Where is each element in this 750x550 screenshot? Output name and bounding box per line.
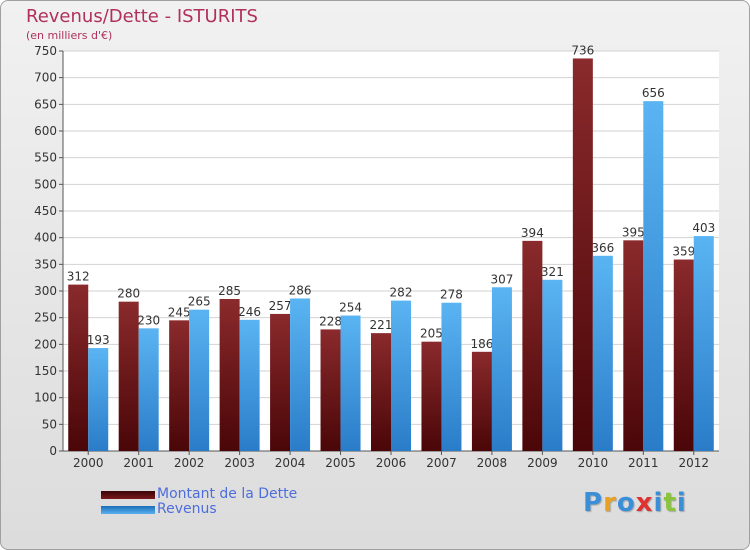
x-tick-label: 2004 (275, 456, 306, 470)
legend-swatch-revenus (101, 506, 155, 514)
bar-revenus (189, 309, 210, 451)
chart-title: Revenus/Dette - ISTURITS (26, 6, 258, 27)
data-label-dette: 736 (571, 43, 594, 57)
data-label-dette: 257 (269, 299, 292, 313)
bar-dette (522, 240, 543, 451)
y-tick-label: 600 (34, 124, 57, 138)
logo-letter: P (583, 488, 604, 518)
x-tick-label: 2000 (73, 456, 104, 470)
x-tick-label: 2012 (678, 456, 709, 470)
y-tick-label: 150 (34, 364, 57, 378)
y-tick-label: 250 (34, 311, 57, 325)
x-tick-label: 2001 (123, 456, 154, 470)
bar-revenus (491, 287, 512, 451)
bar-dette (118, 301, 139, 451)
y-tick-label: 400 (34, 231, 57, 245)
y-tick-label: 450 (34, 204, 57, 218)
bar-dette (320, 329, 341, 451)
y-tick-label: 650 (34, 97, 57, 111)
y-tick-label: 700 (34, 71, 57, 85)
logo-letter: i (653, 488, 664, 518)
bar-revenus (542, 279, 563, 451)
data-label-dette: 205 (420, 327, 443, 341)
y-tick-label: 500 (34, 177, 57, 191)
data-label-revenus: 307 (490, 272, 513, 286)
y-tick-label: 300 (34, 284, 57, 298)
data-label-revenus: 193 (87, 333, 110, 347)
data-label-dette: 312 (67, 270, 90, 284)
data-label-revenus: 366 (591, 241, 614, 255)
data-label-dette: 228 (319, 314, 342, 328)
bar-dette (572, 58, 593, 451)
x-tick-label: 2008 (477, 456, 508, 470)
legend-label-dette: Montant de la Dette (157, 486, 298, 502)
data-label-revenus: 246 (238, 305, 261, 319)
data-label-dette: 280 (117, 287, 140, 301)
logo-letter: r (603, 488, 617, 518)
bar-revenus (239, 319, 260, 451)
bar-revenus (138, 328, 159, 451)
bar-dette (169, 320, 190, 451)
proxiti-logo: Proxiti (583, 488, 687, 518)
y-tick-label: 750 (34, 44, 57, 58)
data-label-dette: 394 (521, 226, 544, 240)
y-tick-label: 0 (49, 444, 57, 458)
data-label-revenus: 265 (188, 295, 211, 309)
bar-revenus (592, 255, 613, 451)
y-tick-label: 350 (34, 257, 57, 271)
x-tick-label: 2002 (174, 456, 205, 470)
bar-dette (68, 284, 89, 451)
y-tick-label: 550 (34, 151, 57, 165)
x-tick-label: 2003 (224, 456, 255, 470)
data-label-revenus: 254 (339, 301, 362, 315)
bar-revenus (643, 101, 664, 451)
x-tick-label: 2010 (578, 456, 609, 470)
bar-chart: 0 50 100 150 200 250 300 350 400 450 500 550 600 650 7… (34, 43, 719, 470)
bar-dette (421, 341, 442, 451)
bar-dette (219, 299, 240, 451)
data-label-dette: 359 (672, 245, 695, 259)
data-label-revenus: 286 (289, 283, 312, 297)
bar-dette (471, 351, 492, 451)
bar-revenus (88, 348, 109, 451)
bar-revenus (290, 298, 311, 451)
x-tick-label: 2009 (527, 456, 558, 470)
logo-letter: x (635, 488, 654, 518)
bar-revenus (441, 302, 462, 451)
y-tick-label: 50 (42, 417, 57, 431)
data-label-revenus: 321 (541, 265, 564, 279)
bar-revenus (391, 300, 411, 451)
data-label-dette: 221 (370, 318, 393, 332)
x-tick-label: 2007 (426, 456, 457, 470)
data-label-revenus: 403 (692, 221, 715, 235)
legend-swatch-dette (101, 491, 155, 499)
chart-subtitle: (en milliers d'€) (26, 29, 113, 42)
y-tick-label: 100 (34, 391, 57, 405)
data-label-dette: 395 (622, 225, 645, 239)
bar-dette (270, 313, 291, 451)
bar-revenus (693, 236, 714, 451)
bar-dette (623, 240, 644, 451)
bar-revenus (340, 315, 361, 451)
x-tick-label: 2011 (628, 456, 659, 470)
data-label-revenus: 282 (390, 286, 413, 300)
data-label-dette: 186 (470, 337, 493, 351)
logo-letter: t (663, 488, 677, 518)
data-label-dette: 285 (218, 284, 241, 298)
data-label-revenus: 656 (642, 86, 665, 100)
logo-letter: o (616, 488, 636, 518)
data-label-revenus: 230 (137, 313, 160, 327)
bar-dette (673, 259, 694, 451)
bar-dette (371, 333, 391, 451)
y-tick-label: 200 (34, 337, 57, 351)
legend-label-revenus: Revenus (157, 501, 217, 517)
data-label-dette: 245 (168, 305, 191, 319)
x-tick-label: 2006 (376, 456, 407, 470)
data-label-revenus: 278 (440, 288, 463, 302)
logo-letter: i (676, 488, 687, 518)
x-tick-label: 2005 (325, 456, 356, 470)
